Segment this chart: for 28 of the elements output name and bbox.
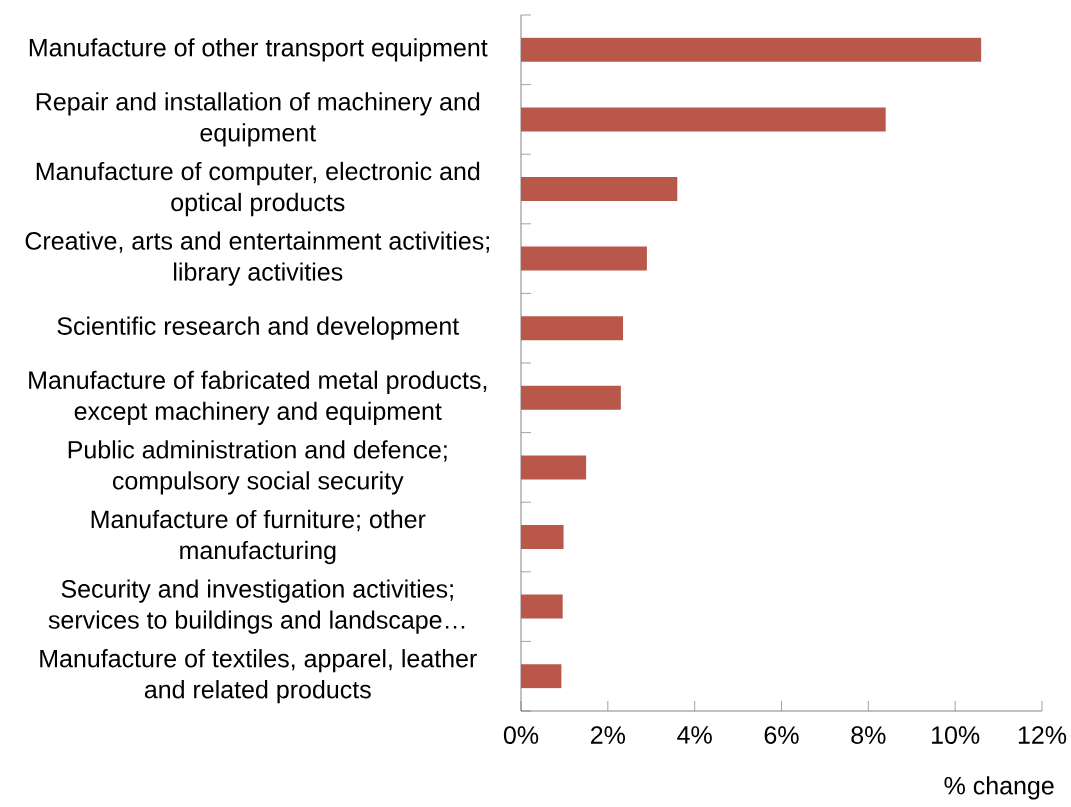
- bar: [521, 37, 982, 62]
- bar: [521, 316, 624, 341]
- y-tick-label: Manufacture of furniture; other manufacturing: [91, 509, 426, 565]
- x-tick-label: 12%: [1018, 726, 1067, 744]
- y-tick-label: Security and investigation activities; services to buildings and landscape…: [48, 579, 465, 634]
- bar: [521, 455, 587, 480]
- y-tick-label: Manufacture of other transport equipment: [29, 38, 488, 62]
- x-tick-label: 10%: [932, 726, 980, 744]
- x-tick-label: 6%: [764, 726, 799, 744]
- y-tick-label: Scientific research and development: [57, 316, 460, 340]
- x-tick-label: 4%: [677, 726, 712, 744]
- bar: [521, 664, 562, 689]
- x-axis-title: % change: [944, 776, 1054, 800]
- bar: [521, 385, 621, 410]
- bar: [521, 594, 563, 619]
- y-tick-label: Public administration and defence; compulsory social security: [68, 440, 447, 495]
- y-tick-label: Manufacture of textiles, apparel, leather and related products: [40, 649, 477, 704]
- x-tick-label: 2%: [591, 726, 626, 744]
- bar: [521, 525, 564, 550]
- y-tick-label: Repair and installation of machinery and equipment: [36, 92, 480, 147]
- y-tick-label: Manufacture of fabricated metal products, except machinery and equipment: [29, 370, 487, 425]
- y-tick-label: Creative, arts and entertainment activities; library activities: [25, 231, 489, 286]
- x-tick-label: 0%: [503, 726, 539, 744]
- bar: [521, 107, 886, 132]
- bar: [521, 246, 647, 271]
- bar: [521, 177, 678, 202]
- x-tick-label: 8%: [851, 726, 886, 744]
- y-tick-label: Manufacture of computer, electronic and optical products: [36, 161, 480, 217]
